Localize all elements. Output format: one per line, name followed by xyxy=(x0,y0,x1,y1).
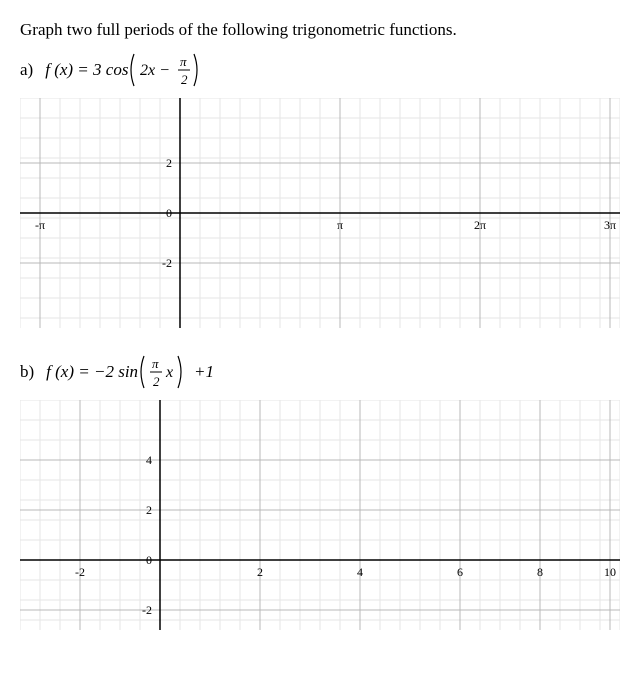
xtick-label: 3π xyxy=(604,218,616,232)
instruction-text: Graph two full periods of the following … xyxy=(20,20,618,40)
paren-open-a: 2x − π 2 xyxy=(128,50,198,90)
xtick-label: -2 xyxy=(75,565,85,579)
fn-prefix-b: f (x) = −2 sin xyxy=(46,362,138,382)
inner-suffix-b: x xyxy=(165,364,173,381)
xtick-label: 2π xyxy=(474,218,486,232)
problem-b-label: b) xyxy=(20,362,34,382)
xtick-label: 4 xyxy=(357,565,363,579)
ytick-label: 0 xyxy=(166,206,172,220)
frac-bot-b: 2 xyxy=(153,374,160,389)
chart-a-wrap: -π π 2π 3π 2 0 -2 xyxy=(20,98,618,328)
frac-top-a: π xyxy=(180,54,187,69)
chart-b-wrap: -2 2 4 6 8 10 4 2 0 -2 xyxy=(20,400,618,630)
ytick-label: 2 xyxy=(146,503,152,517)
frac-top-b: π xyxy=(152,356,159,371)
ytick-label: -2 xyxy=(162,256,172,270)
paren-b: π 2 x xyxy=(138,352,194,392)
xtick-label: 2 xyxy=(257,565,263,579)
xtick-label: 6 xyxy=(457,565,463,579)
problem-b-equation: f (x) = −2 sin π 2 x +1 xyxy=(46,352,214,392)
problem-a-label: a) xyxy=(20,60,33,80)
ytick-label: 2 xyxy=(166,156,172,170)
xtick-label: -π xyxy=(35,218,45,232)
inner-coef-a: 2x − xyxy=(140,62,170,79)
tail-b: +1 xyxy=(194,362,214,382)
ytick-label: 4 xyxy=(146,453,152,467)
problem-a-equation: f (x) = 3 cos 2x − π 2 xyxy=(45,50,198,90)
frac-bot-a: 2 xyxy=(181,72,188,87)
ytick-label: -2 xyxy=(142,603,152,617)
xtick-label: 10 xyxy=(604,565,616,579)
ytick-label: 0 xyxy=(146,553,152,567)
xtick-label: π xyxy=(337,218,343,232)
xtick-label: 8 xyxy=(537,565,543,579)
chart-a: -π π 2π 3π 2 0 -2 xyxy=(20,98,620,328)
problem-a: a) f (x) = 3 cos 2x − π 2 xyxy=(20,50,618,90)
chart-b: -2 2 4 6 8 10 4 2 0 -2 xyxy=(20,400,620,630)
fn-prefix-a: f (x) = 3 cos xyxy=(45,60,128,80)
problem-b: b) f (x) = −2 sin π 2 x +1 xyxy=(20,352,618,392)
